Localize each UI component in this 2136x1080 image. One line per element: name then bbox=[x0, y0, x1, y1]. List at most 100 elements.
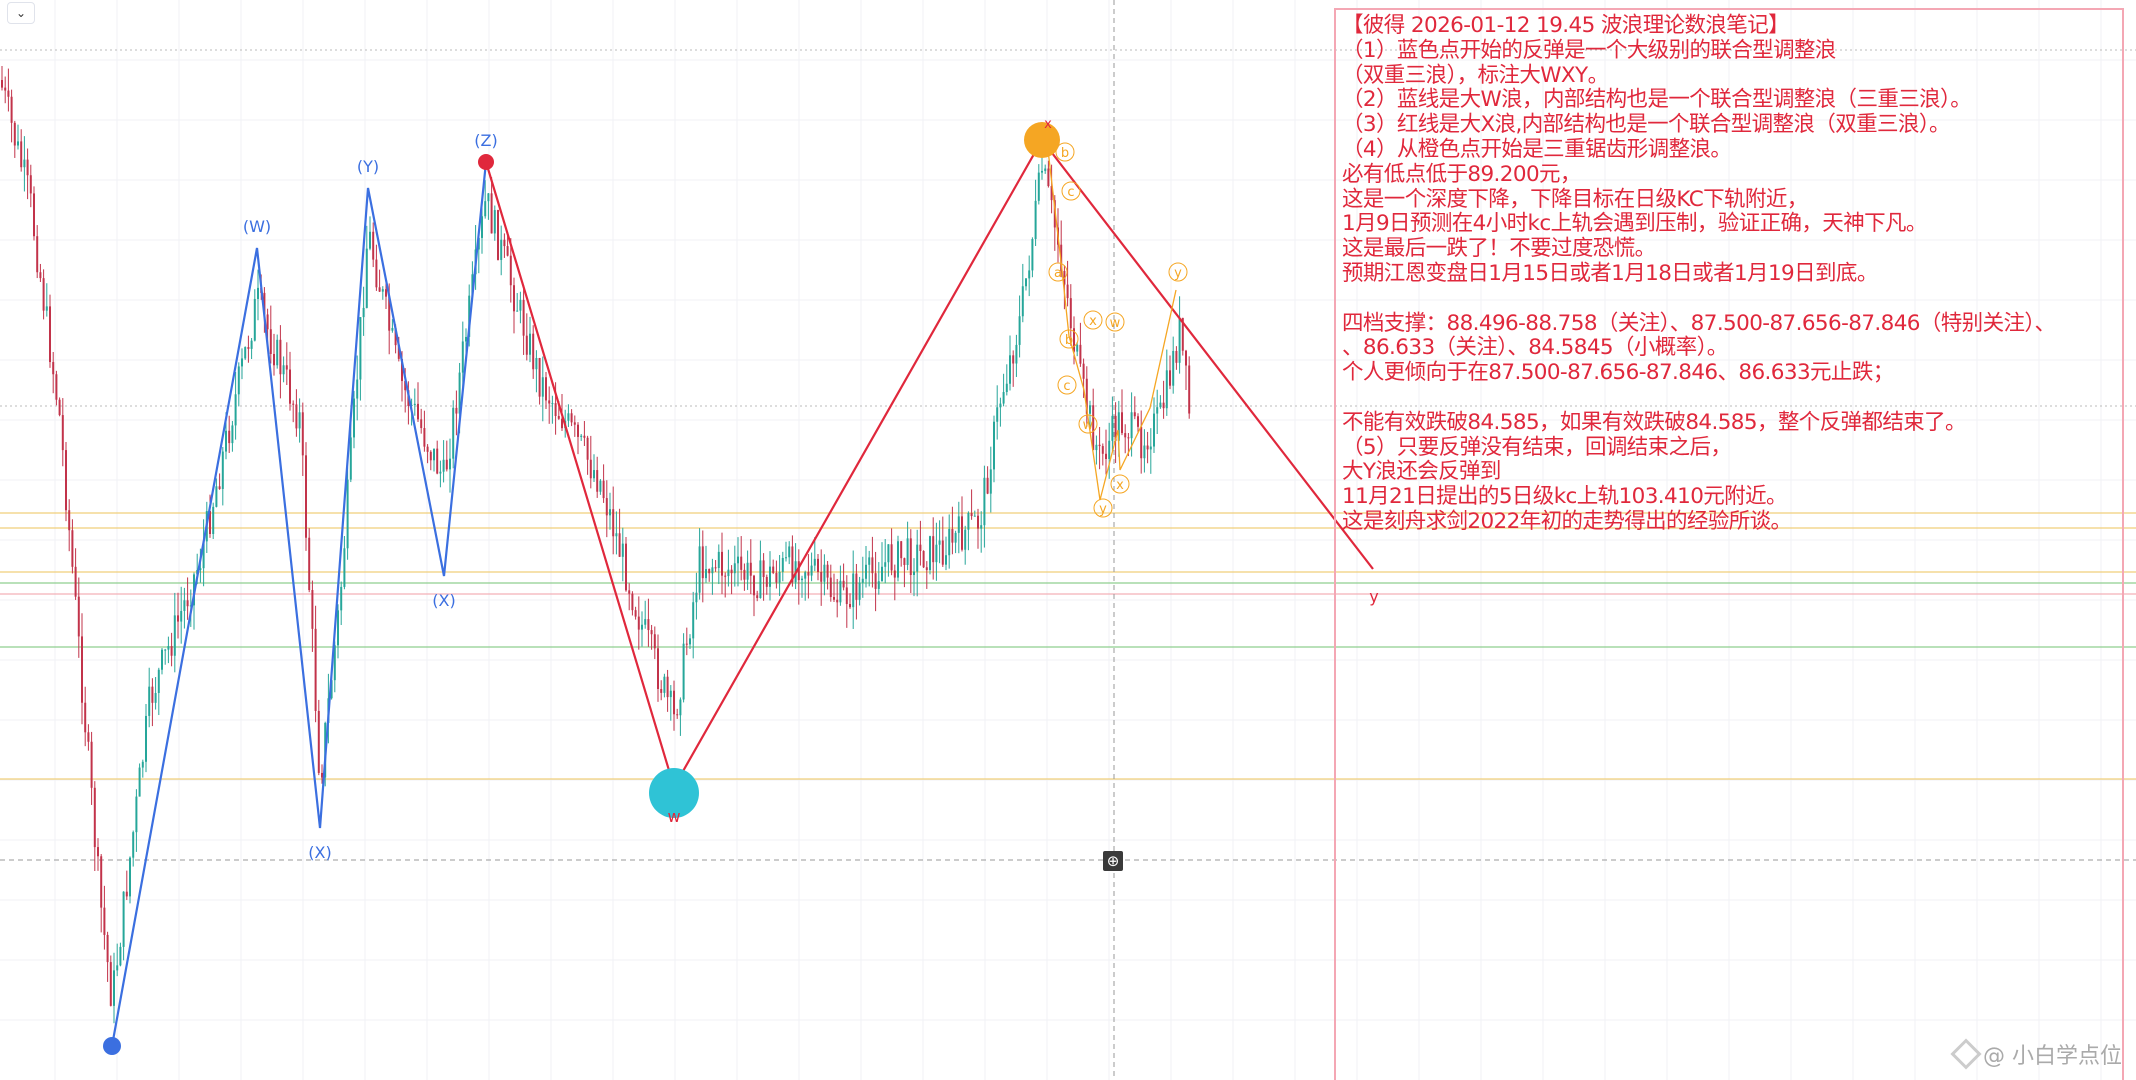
candle-body bbox=[349, 437, 352, 480]
candle-body bbox=[541, 377, 544, 397]
candle-body bbox=[788, 546, 791, 558]
orange-label-circle bbox=[1110, 474, 1130, 494]
candle-body bbox=[529, 333, 531, 355]
candle-body bbox=[829, 577, 832, 598]
candle-body bbox=[420, 419, 423, 429]
candle-body bbox=[993, 421, 995, 470]
candle-body bbox=[433, 448, 435, 461]
collapse-button[interactable]: ⌄ bbox=[7, 2, 35, 24]
candle-body bbox=[253, 298, 256, 341]
candle-body bbox=[257, 287, 259, 299]
candle-body bbox=[369, 231, 371, 249]
candle-body bbox=[778, 571, 781, 583]
candle-body bbox=[615, 533, 618, 537]
note-line: 11月21日提出的5日级kc上轨103.410元附近。 bbox=[1342, 484, 1787, 510]
candle-body bbox=[1066, 284, 1069, 299]
candle-body bbox=[759, 560, 762, 599]
candle-body bbox=[797, 561, 800, 581]
candle-body bbox=[775, 572, 778, 583]
candle-body bbox=[711, 567, 714, 574]
candle-body bbox=[353, 398, 355, 438]
cyan-dot bbox=[649, 768, 699, 818]
candle-body bbox=[810, 565, 813, 576]
candle-body bbox=[497, 210, 499, 260]
candle-body bbox=[388, 296, 391, 331]
candle-body bbox=[685, 643, 688, 645]
candle-body bbox=[717, 551, 720, 568]
note-line: 个人更倾向于在87.500-87.656-87.846、86.633元止跌； bbox=[1342, 360, 1894, 386]
candle-body bbox=[276, 339, 279, 366]
candle-body bbox=[663, 676, 666, 693]
candle-body bbox=[346, 479, 349, 549]
candle-body bbox=[429, 451, 432, 461]
candle-body bbox=[138, 767, 141, 797]
candle-body bbox=[1076, 344, 1079, 352]
candle-body bbox=[20, 141, 23, 168]
candle-body bbox=[701, 546, 704, 579]
candle-body bbox=[209, 511, 211, 535]
candle-body bbox=[7, 90, 10, 97]
candle-body bbox=[237, 366, 240, 395]
wave-analysis-note: 【彼得 2026-01-12 19.45 波浪理论数浪笔记】 （1）蓝色点开始的反… bbox=[1334, 8, 2124, 1080]
candle-body bbox=[561, 418, 563, 429]
candle-body bbox=[397, 345, 400, 359]
candle-body bbox=[461, 341, 464, 373]
candle-body bbox=[906, 538, 909, 565]
blue-wave-label: (Y) bbox=[357, 157, 379, 176]
orange-label-circle bbox=[1078, 414, 1098, 434]
candle-body bbox=[381, 289, 384, 292]
candle-body bbox=[359, 317, 362, 380]
candle-body bbox=[129, 857, 131, 897]
candle-body bbox=[913, 571, 915, 575]
candle-body bbox=[986, 477, 989, 494]
candle-body bbox=[1079, 344, 1082, 364]
candle-body bbox=[650, 630, 653, 635]
candle-body bbox=[263, 292, 266, 315]
candle-body bbox=[1178, 317, 1181, 363]
candle-body bbox=[375, 259, 378, 288]
candle-body bbox=[337, 610, 339, 646]
note-line: 不能有效跌破84.585，如果有效跌破84.585，整个反弹都结束了。 bbox=[1342, 409, 1967, 435]
candle-body bbox=[141, 761, 144, 768]
candle-body bbox=[746, 562, 749, 580]
candle-body bbox=[1015, 344, 1018, 364]
candle-body bbox=[730, 569, 733, 574]
note-line: 这是最后一跌了！不要过度恐慌。 bbox=[1342, 236, 1656, 262]
candle-body bbox=[33, 193, 35, 237]
orange-label-circle bbox=[1105, 312, 1125, 332]
orange-wave-label: y bbox=[1099, 502, 1107, 517]
candle-body bbox=[522, 299, 525, 336]
red-wave-label: x bbox=[1044, 117, 1052, 132]
candle-body bbox=[1085, 378, 1088, 414]
candle-body bbox=[202, 541, 205, 569]
candle-body bbox=[1121, 412, 1123, 434]
candle-body bbox=[1037, 172, 1040, 201]
watermark-text: @ 小白学点位 bbox=[1983, 1044, 2122, 1069]
candle-body bbox=[637, 616, 640, 630]
candle-body bbox=[1028, 270, 1031, 279]
candle-body bbox=[487, 193, 490, 202]
candle-body bbox=[42, 278, 45, 311]
note-line: 大Y浪还会反弹到 bbox=[1342, 459, 1501, 485]
candle-body bbox=[625, 543, 627, 591]
candle-body bbox=[292, 403, 295, 405]
candle-body bbox=[714, 567, 717, 569]
candle-body bbox=[801, 578, 803, 581]
crosshair-icon[interactable]: ⊕ bbox=[1103, 851, 1123, 871]
candle-body bbox=[941, 540, 944, 565]
candle-body bbox=[641, 624, 643, 630]
candle-body bbox=[1031, 239, 1034, 271]
candle-body bbox=[87, 732, 90, 742]
candle-body bbox=[1172, 350, 1175, 386]
candle-body bbox=[100, 856, 103, 908]
candle-body bbox=[164, 649, 167, 651]
candle-body bbox=[945, 555, 947, 565]
candle-body bbox=[938, 540, 941, 545]
candle-body bbox=[839, 580, 842, 603]
candle-body bbox=[93, 787, 96, 848]
candle-body bbox=[1124, 433, 1127, 438]
candle-body bbox=[362, 307, 365, 318]
candle-body bbox=[698, 546, 701, 593]
candle-body bbox=[900, 541, 903, 559]
